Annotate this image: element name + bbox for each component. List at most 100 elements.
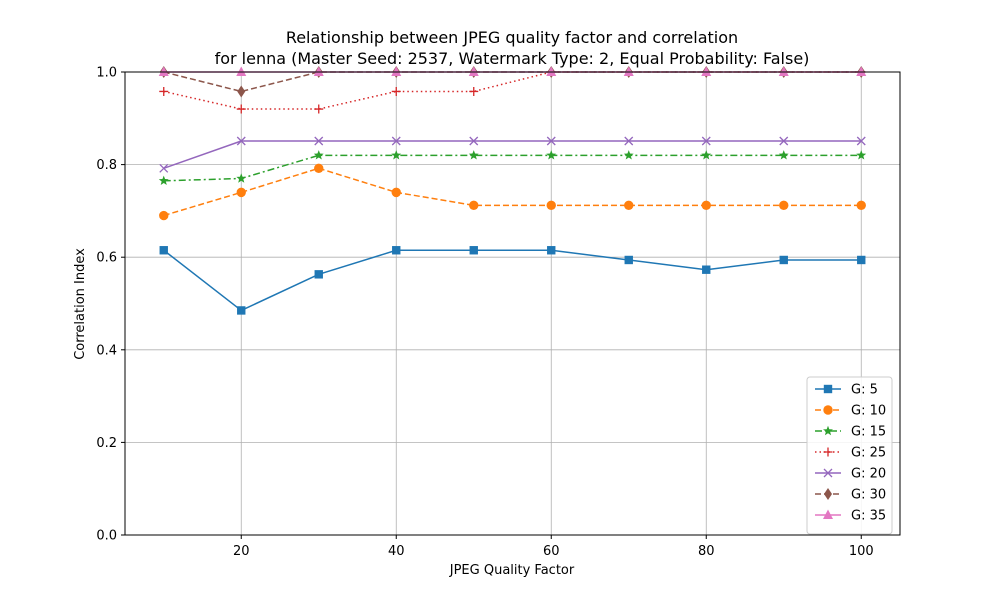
legend-entry: G: 10: [815, 404, 886, 419]
data-point: [236, 66, 247, 76]
legend-entry: G: 5: [815, 383, 878, 398]
data-point: [702, 265, 711, 274]
y-tick-label: 0.8: [96, 158, 117, 173]
x-axis-label: JPEG Quality Factor: [449, 563, 575, 578]
data-point: [237, 85, 246, 98]
data-point: [314, 104, 324, 114]
legend-entry: G: 30: [815, 488, 886, 503]
data-point: [391, 66, 402, 76]
data-point: [391, 86, 401, 96]
x-tick-label: 40: [388, 544, 405, 559]
series-g-5: [159, 246, 866, 315]
data-point: [701, 200, 711, 211]
legend-marker: [823, 405, 833, 415]
data-point: [701, 150, 712, 160]
legend-entry: G: 20: [815, 467, 886, 482]
legend-entry: G: 25: [815, 446, 886, 461]
data-point: [236, 173, 247, 183]
data-point: [236, 104, 246, 114]
data-point: [314, 270, 323, 279]
y-axis-label: Correlation Index: [73, 248, 88, 360]
series-line: [163, 167, 862, 217]
data-point: [623, 66, 634, 76]
data-point: [468, 150, 479, 160]
legend-entry: G: 35: [815, 509, 886, 524]
data-point: [779, 200, 789, 211]
data-point: [313, 150, 324, 160]
data-point: [469, 136, 479, 146]
data-point: [236, 187, 246, 198]
data-point: [856, 200, 866, 211]
legend-label: G: 20: [851, 467, 886, 482]
data-point: [391, 136, 401, 146]
data-point: [624, 200, 634, 211]
plot-frame: [124, 71, 901, 536]
x-tick-label: 60: [543, 544, 560, 559]
data-point: [546, 66, 557, 76]
data-point: [314, 136, 324, 146]
data-point: [391, 187, 401, 198]
legend-marker: [824, 488, 832, 500]
data-point: [856, 150, 867, 160]
data-point: [469, 86, 479, 96]
data-point: [159, 246, 168, 255]
legend-label: G: 30: [851, 488, 886, 503]
data-point: [159, 86, 169, 96]
legend: G: 5 G: 10 G: 15 G: 25 G: 20 G: 30 G: 35: [806, 376, 893, 535]
series-g-15: [158, 150, 867, 186]
data-point: [701, 136, 711, 146]
series-g-20: [159, 136, 866, 173]
data-point: [857, 255, 866, 265]
x-tick-label: 100: [849, 544, 874, 559]
data-point: [778, 150, 789, 160]
series-line: [163, 249, 862, 312]
chart-title-line-1: Relationship between JPEG quality factor…: [286, 28, 738, 47]
data-point: [778, 66, 789, 76]
y-tick-label: 0.4: [96, 343, 117, 358]
y-tick-label: 0.6: [96, 251, 117, 266]
data-point: [856, 136, 866, 146]
data-point: [159, 210, 169, 221]
data-point: [547, 246, 556, 255]
x-tick-label: 20: [233, 544, 250, 559]
data-point: [314, 163, 324, 174]
series-g-10: [159, 163, 866, 221]
data-point: [624, 255, 633, 265]
tick-layer: 20 40 60 80 100 0.0 0.2 0.4 0.6 0.8 1.0: [96, 66, 873, 560]
y-tick-label: 1.0: [96, 66, 117, 81]
data-point: [623, 150, 634, 160]
data-point: [313, 66, 324, 76]
data-point: [158, 175, 169, 186]
legend-label: G: 35: [851, 509, 886, 524]
legend-label: G: 15: [851, 425, 886, 440]
data-point: [237, 306, 246, 315]
legend-marker: [823, 447, 833, 457]
legend-marker: [823, 425, 833, 436]
data-point: [469, 246, 478, 255]
legend-label: G: 10: [851, 404, 886, 419]
legend-label: G: 5: [851, 383, 878, 398]
data-point: [701, 66, 712, 76]
data-point: [236, 136, 246, 146]
data-point: [391, 150, 402, 160]
legend-label: G: 25: [851, 446, 886, 461]
data-point: [546, 136, 556, 146]
data-point: [469, 200, 479, 211]
y-tick-label: 0.0: [96, 529, 117, 544]
legend-entry: G: 15: [815, 425, 886, 440]
series-line: [163, 140, 862, 170]
series-line: [163, 71, 862, 110]
data-point: [856, 66, 867, 76]
data-point: [624, 136, 634, 146]
data-point: [158, 66, 169, 76]
y-tick-label: 0.2: [96, 436, 117, 451]
x-tick-label: 80: [698, 544, 715, 559]
chart-title-line-2: for lenna (Master Seed: 2537, Watermark …: [215, 49, 810, 68]
legend-marker: [823, 468, 833, 478]
legend-marker: [823, 384, 833, 394]
data-point: [468, 66, 479, 76]
data-point: [546, 200, 556, 211]
data-point: [546, 150, 557, 160]
